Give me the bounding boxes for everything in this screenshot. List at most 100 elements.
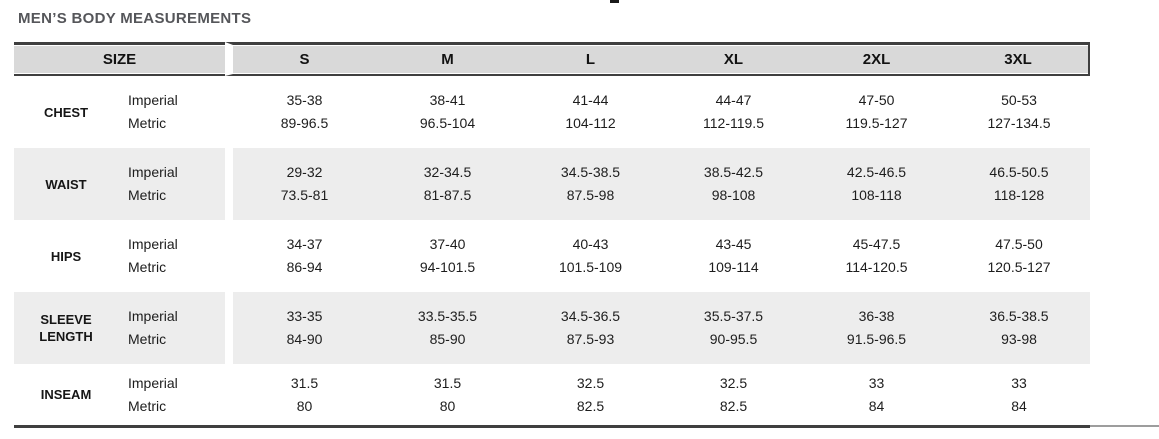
metric-value: 81-87.5 xyxy=(423,187,472,203)
value-cell-chest-s: 35-38 89-96.5 xyxy=(225,76,376,148)
unit-metric-label: Metric xyxy=(128,397,167,414)
metric-value: 82.5 xyxy=(576,397,605,414)
size-column-header-2xl: 2XL xyxy=(805,42,948,76)
metric-value: 82.5 xyxy=(719,397,748,414)
unit-metric-label: Metric xyxy=(128,331,167,347)
unit-imperial-label: Imperial xyxy=(128,164,178,180)
metric-value: 127-134.5 xyxy=(987,115,1051,131)
metric-value: 84 xyxy=(1011,397,1027,414)
value-cell-inseam-m: 31.5 80 xyxy=(376,364,519,425)
size-column-header-xl: XL xyxy=(662,42,805,76)
metric-value: 109-114 xyxy=(708,259,759,275)
unit-labels-cell: Imperial Metric xyxy=(118,364,225,425)
unit-metric-label: Metric xyxy=(128,259,167,275)
value-cell-sleeve-length-2xl: 36-38 91.5-96.5 xyxy=(805,292,948,364)
imperial-value: 33 xyxy=(1011,374,1027,391)
imperial-value: 43-45 xyxy=(715,236,752,252)
size-column-header-m: M xyxy=(376,42,519,76)
metric-value: 104-112 xyxy=(565,115,616,131)
measurement-label: SLEEVE LENGTH xyxy=(14,292,118,364)
value-cell-hips-xl: 43-45 109-114 xyxy=(662,220,805,292)
metric-value: 114-120.5 xyxy=(845,259,908,275)
imperial-value: 38-41 xyxy=(429,92,466,108)
unit-labels-cell: Imperial Metric xyxy=(118,76,225,148)
imperial-value: 35-38 xyxy=(286,92,323,108)
metric-value: 112-119.5 xyxy=(703,115,764,131)
metric-value: 91.5-96.5 xyxy=(846,331,907,347)
imperial-value: 32.5 xyxy=(719,374,748,391)
imperial-value: 44-47 xyxy=(715,92,752,108)
imperial-value: 37-40 xyxy=(429,236,466,252)
measurement-row-sleeve-length: SLEEVE LENGTH Imperial Metric 33-35 84-90 33.… xyxy=(14,292,1090,364)
value-cell-hips-s: 34-37 86-94 xyxy=(225,220,376,292)
value-cell-hips-3xl: 47.5-50 120.5-127 xyxy=(948,220,1090,292)
value-cell-sleeve-length-3xl: 36.5-38.5 93-98 xyxy=(948,292,1090,364)
measurement-row-chest: CHEST Imperial Metric 35-38 89-96.5 38-41 96.5… xyxy=(14,76,1090,148)
value-cell-chest-l: 41-44 104-112 xyxy=(519,76,662,148)
size-header-row: SIZE S M L XL 2XL 3XL xyxy=(14,42,1090,76)
value-cell-sleeve-length-m: 33.5-35.5 85-90 xyxy=(376,292,519,364)
imperial-value: 31.5 xyxy=(290,374,319,391)
imperial-value: 46.5-50.5 xyxy=(989,164,1049,180)
metric-value: 73.5-81 xyxy=(280,187,329,203)
metric-value: 94-101.5 xyxy=(419,259,476,275)
imperial-value: 41-44 xyxy=(572,92,609,108)
imperial-value: 34.5-36.5 xyxy=(560,308,621,324)
metric-value: 101.5-109 xyxy=(558,259,623,275)
value-cell-waist-m: 32-34.5 81-87.5 xyxy=(376,148,519,220)
unit-labels-cell: Imperial Metric xyxy=(118,148,225,220)
imperial-value: 36.5-38.5 xyxy=(989,308,1049,324)
size-header-cell: SIZE xyxy=(14,42,225,76)
metric-value: 118-128 xyxy=(993,187,1045,203)
metric-value: 84 xyxy=(868,397,885,414)
imperial-value: 50-53 xyxy=(1001,92,1037,108)
measurement-label: CHEST xyxy=(14,76,118,148)
unit-imperial-label: Imperial xyxy=(128,308,178,324)
imperial-value: 45-47.5 xyxy=(852,236,901,252)
value-cell-inseam-s: 31.5 80 xyxy=(225,364,376,425)
unit-imperial-label: Imperial xyxy=(128,236,178,252)
metric-value: 84-90 xyxy=(286,331,323,347)
size-column-header-3xl: 3XL xyxy=(948,42,1090,76)
metric-value: 120.5-127 xyxy=(987,259,1051,275)
metric-value: 80 xyxy=(439,397,456,414)
metric-value: 108-118 xyxy=(851,187,902,203)
value-cell-waist-l: 34.5-38.5 87.5-98 xyxy=(519,148,662,220)
value-cell-hips-l: 40-43 101.5-109 xyxy=(519,220,662,292)
unit-imperial-label: Imperial xyxy=(128,92,178,108)
metric-value: 89-96.5 xyxy=(280,115,329,131)
page-title: MEN’S BODY MEASUREMENTS xyxy=(18,10,252,27)
value-cell-hips-m: 37-40 94-101.5 xyxy=(376,220,519,292)
imperial-value: 29-32 xyxy=(286,164,323,180)
measurement-label: INSEAM xyxy=(14,364,118,425)
cropped-page-artifact xyxy=(610,0,619,3)
measurement-row-inseam: INSEAM Imperial Metric 31.5 80 31.5 80 32.5 82.5… xyxy=(14,364,1090,425)
value-cell-chest-2xl: 47-50 119.5-127 xyxy=(805,76,948,148)
measurement-row-waist: WAIST Imperial Metric 29-32 73.5-81 32-34.5 81… xyxy=(14,148,1090,220)
value-cell-waist-xl: 38.5-42.5 98-108 xyxy=(662,148,805,220)
value-cell-hips-2xl: 45-47.5 114-120.5 xyxy=(805,220,948,292)
size-column-header-l: L xyxy=(519,42,662,76)
imperial-value: 35.5-37.5 xyxy=(703,308,764,324)
imperial-value: 47-50 xyxy=(858,92,895,108)
imperial-value: 34.5-38.5 xyxy=(560,164,621,180)
metric-value: 86-94 xyxy=(286,259,323,275)
value-cell-chest-3xl: 50-53 127-134.5 xyxy=(948,76,1090,148)
imperial-value: 32.5 xyxy=(576,374,605,391)
value-cell-sleeve-length-s: 33-35 84-90 xyxy=(225,292,376,364)
value-cell-inseam-l: 32.5 82.5 xyxy=(519,364,662,425)
value-cell-inseam-3xl: 33 84 xyxy=(948,364,1090,425)
metric-value: 98-108 xyxy=(711,187,756,203)
value-cell-inseam-2xl: 33 84 xyxy=(805,364,948,425)
imperial-value: 34-37 xyxy=(286,236,323,252)
unit-metric-label: Metric xyxy=(128,187,167,203)
unit-metric-label: Metric xyxy=(128,115,167,131)
imperial-value: 38.5-42.5 xyxy=(703,164,764,180)
imperial-value: 31.5 xyxy=(433,374,462,391)
value-cell-sleeve-length-xl: 35.5-37.5 90-95.5 xyxy=(662,292,805,364)
value-cell-waist-3xl: 46.5-50.5 118-128 xyxy=(948,148,1090,220)
size-chart-table: SIZE S M L XL 2XL 3XL CHEST Imperial Metric 35-3… xyxy=(14,42,1090,428)
unit-labels-cell: Imperial Metric xyxy=(118,292,225,364)
imperial-value: 32-34.5 xyxy=(423,164,472,180)
unit-labels-cell: Imperial Metric xyxy=(118,220,225,292)
